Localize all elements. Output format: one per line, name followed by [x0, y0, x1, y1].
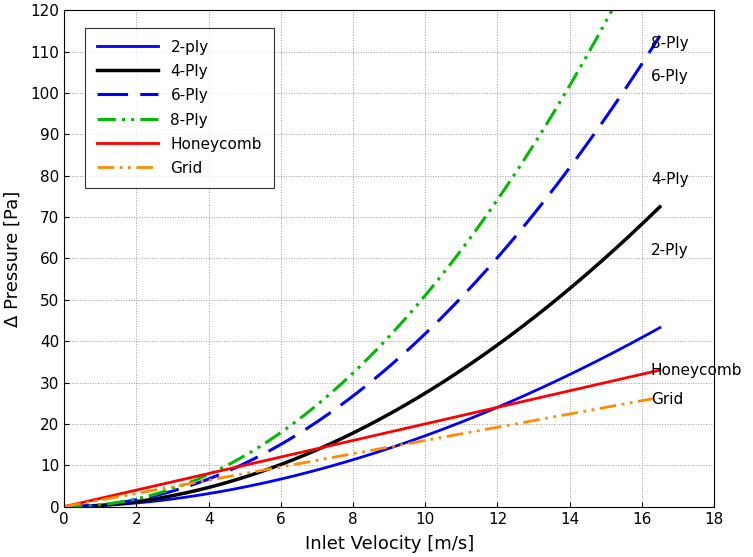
6-Ply [655, 32, 664, 39]
2-ply [59, 504, 69, 510]
2-ply [120, 501, 130, 507]
X-axis label: Inlet Velocity [m/s]: Inlet Velocity [m/s] [304, 535, 474, 553]
4-Ply [300, 452, 309, 458]
Honeycomb [524, 397, 533, 403]
8-Ply [59, 504, 69, 510]
Line: Grid: Grid [64, 397, 660, 507]
Text: Grid: Grid [651, 392, 683, 407]
Text: 2-Ply: 2-Ply [651, 243, 688, 258]
Line: 2-ply: 2-ply [64, 328, 660, 507]
2-ply [469, 414, 478, 421]
Honeycomb [120, 490, 130, 496]
4-Ply [322, 442, 331, 449]
6-Ply [120, 499, 130, 505]
Honeycomb [300, 448, 309, 455]
6-Ply [535, 204, 544, 211]
8-Ply [300, 411, 309, 418]
Honeycomb [469, 409, 478, 416]
8-Ply [469, 231, 478, 237]
8-Ply [120, 498, 130, 505]
8-Ply [535, 132, 544, 139]
Grid [322, 455, 331, 462]
8-Ply [322, 393, 331, 400]
Y-axis label: Δ Pressure [Pa]: Δ Pressure [Pa] [5, 190, 22, 326]
Text: 8-Ply: 8-Ply [651, 36, 688, 51]
4-Ply [535, 310, 544, 316]
2-ply [322, 464, 331, 471]
Honeycomb [655, 367, 664, 373]
Grid [524, 418, 533, 425]
8-Ply [524, 149, 533, 156]
2-ply [524, 390, 533, 397]
2-ply [655, 324, 664, 331]
Grid [59, 504, 69, 510]
Line: 4-Ply: 4-Ply [64, 207, 660, 507]
6-Ply [469, 281, 478, 288]
Line: Honeycomb: Honeycomb [64, 370, 660, 507]
4-Ply [469, 359, 478, 365]
4-Ply [655, 203, 664, 210]
Honeycomb [59, 504, 69, 510]
Grid [655, 394, 664, 400]
Legend: 2-ply, 4-Ply, 6-Ply, 8-Ply, Honeycomb, Grid: 2-ply, 4-Ply, 6-Ply, 8-Ply, Honeycomb, G… [85, 28, 274, 188]
Text: 6-Ply: 6-Ply [651, 69, 689, 84]
4-Ply [59, 504, 69, 510]
Line: 8-Ply: 8-Ply [64, 0, 660, 507]
Line: 6-Ply: 6-Ply [64, 36, 660, 507]
Honeycomb [322, 443, 331, 450]
Text: 4-Ply: 4-Ply [651, 172, 688, 187]
2-ply [300, 470, 309, 476]
Grid [120, 492, 130, 499]
4-Ply [524, 318, 533, 325]
6-Ply [524, 217, 533, 224]
Text: Honeycomb: Honeycomb [651, 363, 742, 378]
Grid [300, 459, 309, 466]
Grid [469, 428, 478, 435]
4-Ply [120, 500, 130, 506]
Grid [535, 416, 544, 423]
6-Ply [300, 426, 309, 433]
6-Ply [322, 412, 331, 419]
6-Ply [59, 504, 69, 510]
Honeycomb [535, 394, 544, 401]
2-ply [535, 385, 544, 392]
